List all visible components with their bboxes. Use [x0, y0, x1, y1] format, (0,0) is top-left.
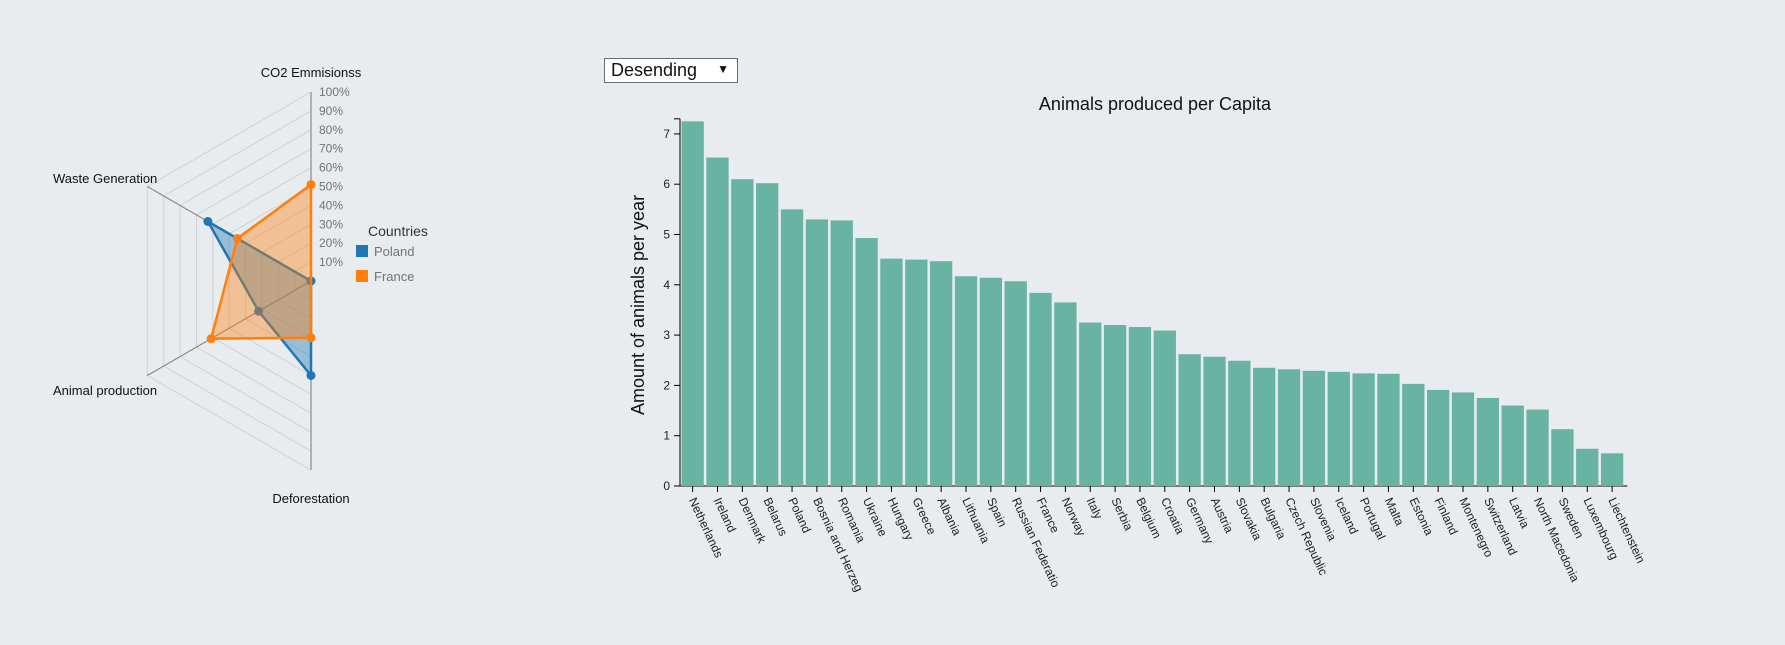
radar-grid-ring	[179, 129, 312, 433]
bar	[1228, 360, 1251, 486]
chevron-down-icon: ▼	[717, 62, 729, 76]
bar	[1302, 370, 1326, 486]
radar-tick-label: 10%	[319, 255, 343, 269]
y-tick-label: 0	[663, 479, 670, 493]
legend-title: Countries	[368, 223, 428, 239]
legend-label-poland: Poland	[374, 244, 414, 259]
x-tick-label: Russian Federatio	[1009, 495, 1063, 589]
bar	[1178, 354, 1201, 486]
radar-series-france	[209, 182, 313, 340]
bar	[1153, 330, 1176, 486]
bar	[855, 238, 878, 486]
radar-point-poland	[306, 371, 316, 380]
radar-chart: 10% 20% 30% 40% 50% 60% 70% 80% 90% 100% CO2 Emmis…	[53, 65, 428, 506]
radar-tick-label: 80%	[319, 123, 343, 137]
x-tick-label: Serbia	[1108, 495, 1135, 533]
bar	[731, 179, 754, 487]
bar	[1352, 373, 1375, 486]
radar-axis-label: Deforestation	[272, 491, 349, 506]
radar-point-france	[306, 180, 316, 190]
radar-axis-label: Animal production	[53, 383, 157, 398]
bar	[1427, 389, 1450, 486]
bar-chart: Animals produced per Capita Amount of ani…	[628, 94, 1648, 594]
bar	[1079, 322, 1102, 486]
y-tick-label: 3	[663, 328, 670, 342]
bar	[1327, 371, 1350, 486]
radar-point-france	[206, 334, 216, 344]
bar	[1253, 367, 1276, 486]
bar	[1600, 453, 1624, 486]
y-tick-label: 2	[663, 378, 670, 392]
radar-point-france	[232, 233, 242, 243]
bar	[1277, 369, 1301, 486]
radar-point-poland	[203, 216, 213, 226]
legend-swatch-poland	[356, 245, 368, 257]
bar	[880, 258, 903, 486]
radar-point-france	[306, 333, 316, 343]
radar-tick-label: 60%	[319, 161, 343, 175]
radar-grid-ring	[277, 242, 312, 320]
radar-tick-label: 40%	[319, 198, 343, 212]
sort-order-select[interactable]: Desending ▼	[604, 58, 738, 83]
bar	[805, 219, 829, 486]
legend-label-france: France	[374, 269, 414, 284]
bar	[756, 183, 779, 486]
bar	[830, 220, 853, 486]
bar	[1551, 429, 1574, 486]
bar	[1501, 405, 1524, 486]
radar-tick-label: 50%	[319, 180, 343, 194]
radar-tick-label: 20%	[319, 236, 343, 250]
legend-swatch-france	[356, 270, 368, 282]
bar	[1451, 392, 1475, 486]
radar-axis-label: CO2 Emmisionss	[261, 65, 362, 80]
bar	[1402, 383, 1425, 486]
radar-grid-ring	[294, 261, 312, 301]
sort-order-value: Desending	[611, 60, 698, 80]
bar	[1004, 281, 1027, 486]
radar-grid-ring	[195, 148, 312, 414]
chart-title: Animals produced per Capita	[1039, 94, 1272, 114]
x-tick-label: Latvia	[1506, 495, 1532, 530]
y-tick-label: 4	[663, 278, 670, 292]
x-tick-label: Bosnia and Herzeg	[810, 495, 866, 593]
x-tick-label: Spain	[984, 495, 1010, 529]
radar-grid-ring	[146, 91, 312, 471]
radar-grid-ring	[212, 167, 312, 395]
bar	[681, 121, 704, 486]
radar-tick-label: 70%	[319, 142, 343, 156]
bar	[954, 276, 978, 486]
y-tick-label: 6	[663, 177, 670, 191]
radar-tick-label: 90%	[319, 104, 343, 118]
bar	[706, 157, 729, 486]
radar-tick-label: 30%	[319, 217, 343, 231]
radar-axis-label: Waste Generation	[53, 171, 157, 186]
y-tick-label: 1	[663, 429, 670, 443]
x-tick-label: Italy	[1084, 495, 1106, 521]
bar	[1103, 325, 1127, 486]
x-tick-label: Malta	[1382, 495, 1407, 528]
radar-axis-line	[147, 280, 312, 377]
bar	[1054, 302, 1077, 486]
bar	[1128, 327, 1152, 486]
bar	[979, 277, 1002, 486]
bar	[1576, 448, 1599, 486]
bar	[1203, 356, 1226, 486]
y-tick-label: 5	[663, 228, 670, 242]
bar	[905, 259, 928, 486]
bar	[780, 209, 804, 486]
bar	[1476, 397, 1499, 486]
radar-tick-label: 100%	[319, 85, 350, 99]
bar	[1526, 409, 1549, 486]
y-axis-label: Amount of animals per year	[628, 195, 648, 415]
radar-point-poland	[254, 306, 264, 316]
radar-grid-ring	[163, 110, 312, 452]
bar	[930, 261, 953, 486]
y-tick-label: 7	[663, 127, 670, 141]
bar	[1377, 373, 1400, 486]
radar-grid-ring	[261, 223, 312, 339]
bar	[1029, 292, 1052, 486]
radar-grid-ring	[228, 186, 312, 376]
